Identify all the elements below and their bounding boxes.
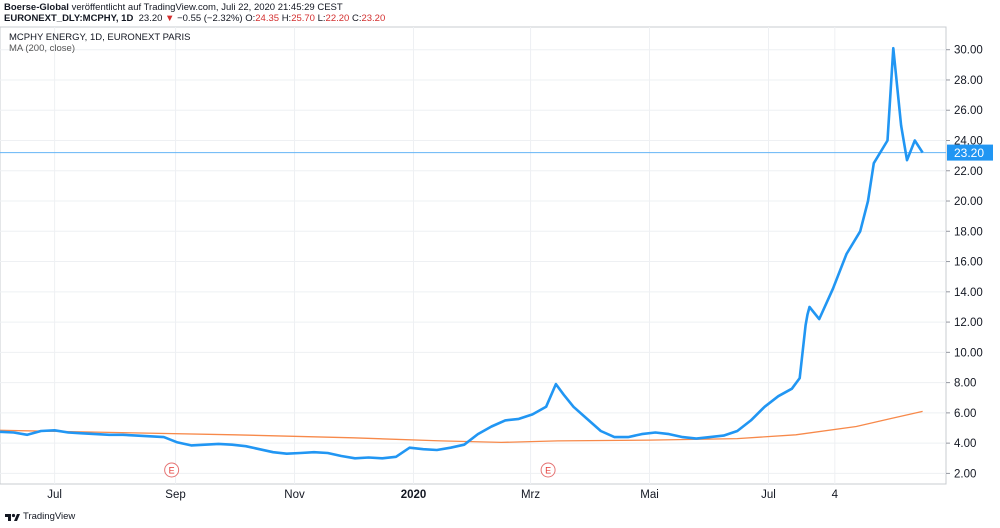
open-label: O: [245, 13, 256, 24]
y-tick-label: 26.00 [954, 105, 983, 117]
y-tick-label: 24.00 [954, 135, 983, 147]
y-tick-label: 12.00 [954, 317, 983, 329]
x-tick-label: Mai [640, 489, 659, 501]
y-tick-label: 18.00 [954, 226, 983, 238]
y-tick-label: 2.00 [954, 468, 976, 480]
publish-info: Boerse-Global veröffentlicht auf Trading… [4, 2, 343, 14]
quote-line: EURONEXT_DLY:MCPHY, 1D 23.20 ▼ −0.55 (−2… [4, 13, 385, 25]
footer: TradingView [4, 511, 75, 522]
footer-brand[interactable]: TradingView [23, 511, 76, 522]
y-tick-label: 30.00 [954, 45, 983, 57]
y-tick-label: 28.00 [954, 75, 983, 87]
chart-title: MCPHY ENERGY, 1D, EURONEXT PARIS [9, 32, 191, 43]
last-price-value: 23.20 [954, 146, 984, 160]
publisher-name: Boerse-Global [4, 2, 69, 13]
earnings-marker-icon [540, 462, 556, 478]
low-value: 22.20 [325, 13, 350, 24]
y-tick-label: 8.00 [954, 378, 976, 390]
x-tick-label: Jul [761, 489, 776, 501]
x-tick-label: Sep [165, 489, 185, 501]
last-price-box [947, 144, 993, 161]
open-value: 24.35 [255, 13, 280, 24]
y-axis[interactable]: 2.00 4.00 6.00 8.00 10.00 12.00 14.00 16.00 18.0… [946, 45, 983, 481]
last-price: 23.20 [138, 13, 163, 24]
x-tick-label: Nov [284, 489, 305, 501]
y-tick-label: 22.00 [954, 166, 983, 178]
y-tick-label: 20.00 [954, 196, 983, 208]
y-tick-label: 14.00 [954, 287, 983, 299]
grid-lines [0, 27, 946, 484]
ma-legend: MA (200, close) [9, 43, 75, 54]
x-tick-label: 2020 [401, 489, 427, 501]
close-value: 23.20 [361, 13, 386, 24]
symbol-label: EURONEXT_DLY:MCPHY, 1D [4, 13, 134, 24]
close-label: C: [351, 13, 362, 24]
plot-area[interactable] [0, 26, 947, 485]
x-tick-label: Mrz [521, 489, 540, 501]
high-label: H: [281, 13, 292, 24]
last-price-label: 23.20 [947, 144, 993, 161]
y-tick-label: 16.00 [954, 257, 983, 269]
earnings-marker-label: E [169, 466, 175, 476]
x-tick-label: 4 [832, 489, 839, 501]
y-tick-label: 6.00 [954, 408, 976, 420]
price-line [0, 46, 924, 460]
x-tick-label: Jul [47, 489, 62, 501]
low-label: L: [317, 13, 326, 24]
price-change: −0.55 (−2.32%) [177, 13, 243, 24]
y-tick-label: 10.00 [954, 347, 983, 359]
ma-200-line [0, 410, 923, 444]
earnings-marker-icon [164, 462, 180, 478]
x-axis[interactable]: Jul Sep Nov 2020 Mrz Mai Jul 4 [47, 489, 838, 501]
tradingview-logo-icon [5, 513, 20, 521]
earnings-marker-label: E [545, 466, 551, 476]
high-value: 25.70 [291, 13, 315, 24]
change-down-icon: ▼ [165, 13, 175, 24]
y-tick-label: 4.00 [954, 438, 976, 450]
publish-text: veröffentlicht auf TradingView.com, Juli… [71, 2, 343, 13]
